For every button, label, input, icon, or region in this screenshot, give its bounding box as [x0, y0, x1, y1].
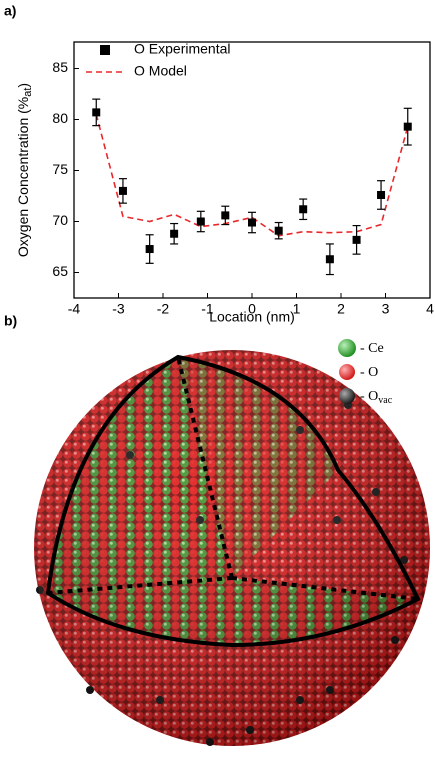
x-tick-label: -1 [201, 301, 214, 317]
point [352, 235, 361, 244]
point [325, 255, 334, 264]
legend-item: O Model [86, 63, 187, 79]
legend-swatch [100, 45, 110, 55]
point [377, 190, 386, 199]
legend-text: - Ce [360, 341, 384, 356]
legend-label: - Ce [360, 341, 384, 356]
x-tick-label: 1 [293, 301, 301, 317]
legend-swatch [339, 364, 355, 380]
y-label-text: ) [15, 83, 31, 88]
panel-label: b) [4, 313, 17, 329]
point [248, 218, 256, 227]
legend-label: - Ovac [360, 389, 393, 406]
point [403, 122, 412, 131]
point [221, 211, 230, 220]
legend-b: - Ce - O - Ovac [338, 339, 393, 406]
legend-label: O Model [134, 63, 187, 79]
y-tick-label: 85 [52, 59, 68, 75]
x-tick-label: -4 [68, 301, 81, 317]
y-tick-label: 80 [52, 110, 68, 126]
x-tick-label: 0 [248, 301, 256, 317]
legend-label: O Experimental [134, 41, 230, 57]
y-tick-label: 70 [52, 212, 68, 228]
panel-label: a) [4, 3, 16, 19]
nanoparticle-image [34, 350, 430, 746]
y-tick-label: 75 [52, 161, 68, 177]
point [196, 217, 205, 226]
x-tick-label: -2 [157, 301, 170, 317]
point [145, 245, 154, 254]
point [118, 186, 127, 195]
legend-item: O Experimental [100, 41, 230, 57]
y-axis-label: Oxygen Concentration (%at) [15, 83, 34, 257]
x-tick-label: 4 [426, 301, 434, 317]
plot-frame [73, 41, 431, 299]
x-tick-label: -3 [112, 301, 125, 317]
legend-text: - O [360, 389, 378, 404]
legend-label: - O [360, 365, 378, 380]
point [299, 205, 308, 214]
point [92, 108, 101, 117]
point [170, 229, 179, 238]
legend-text: - O [360, 365, 378, 380]
y-label-text: Oxygen Concentration (% [15, 97, 31, 257]
legend-swatch [338, 339, 356, 357]
legend-swatch [339, 388, 355, 404]
x-tick-label: 2 [337, 301, 345, 317]
x-tick-label: 3 [382, 301, 390, 317]
point [274, 226, 283, 235]
y-label-subscript: at [22, 88, 34, 97]
y-tick-label: 65 [52, 263, 68, 279]
x-axis-label: Location (nm) [209, 309, 295, 325]
legend-subscript: vac [378, 395, 392, 406]
